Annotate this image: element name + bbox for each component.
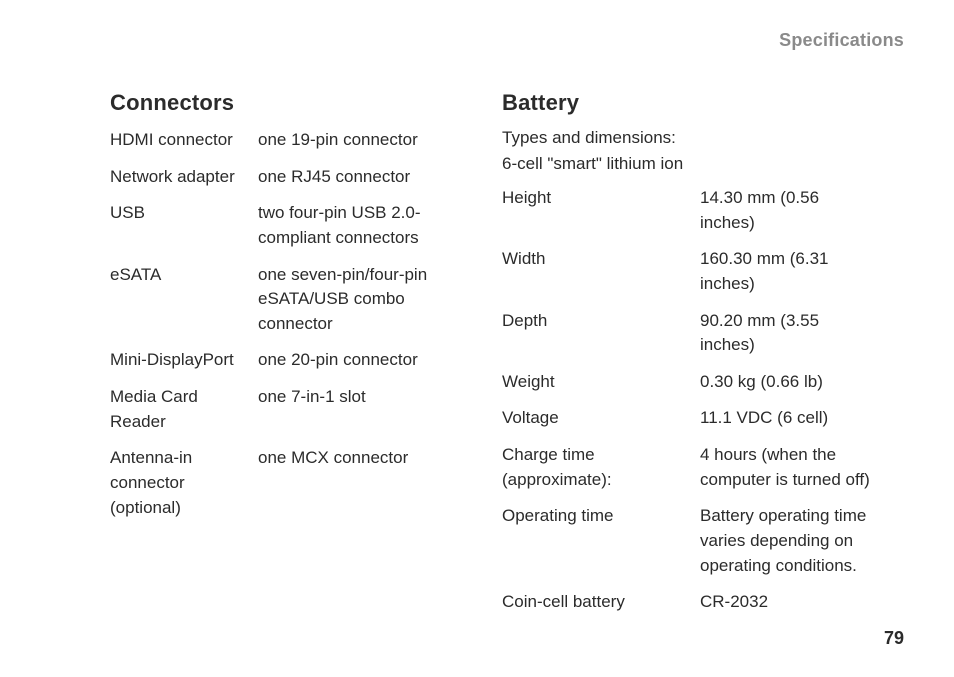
spec-label: Width xyxy=(502,247,700,296)
spec-value: 4 hours (when the computer is turned off… xyxy=(700,443,874,492)
spec-row: HDMI connector one 19-pin connector xyxy=(110,128,447,153)
battery-subline-types-text: Types and dimensions: xyxy=(502,128,676,147)
spec-row: Coin-cell battery CR-2032 xyxy=(502,590,874,615)
spec-row: Mini-DisplayPort one 20-pin connector xyxy=(110,348,447,373)
spec-value: one 7-in-1 slot xyxy=(258,385,366,434)
connectors-heading: Connectors xyxy=(110,90,447,116)
left-column: Connectors HDMI connector one 19-pin con… xyxy=(50,90,477,627)
spec-row: Width 160.30 mm (6.31 inches) xyxy=(502,247,874,296)
page: Specifications Connectors HDMI connector… xyxy=(0,0,954,677)
spec-value: 90.20 mm (3.55 inches) xyxy=(700,309,874,358)
spec-value: one 20-pin connector xyxy=(258,348,418,373)
spec-value: one seven-pin/four-pin eSATA/USB combo c… xyxy=(258,263,447,337)
spec-row: Operating time Battery operating time va… xyxy=(502,504,874,578)
spec-label: Operating time xyxy=(502,504,700,578)
spec-label: Voltage xyxy=(502,406,700,431)
spec-label: Depth xyxy=(502,309,700,358)
spec-label: Media Card Reader xyxy=(110,385,258,434)
spec-value: 11.1 VDC (6 cell) xyxy=(700,406,828,431)
spec-value: 0.30 kg (0.66 lb) xyxy=(700,370,823,395)
spec-row: Height 14.30 mm (0.56 inches) xyxy=(502,186,874,235)
spec-value: one MCX connector xyxy=(258,446,408,520)
page-number: 79 xyxy=(884,628,904,649)
right-column: Battery Types and dimensions: 6-cell "sm… xyxy=(477,90,904,627)
spec-label: eSATA xyxy=(110,263,258,337)
spec-row: Antenna-in connector (optional) one MCX … xyxy=(110,446,447,520)
battery-subline-types: Types and dimensions: xyxy=(502,128,874,148)
spec-row: Network adapter one RJ45 connector xyxy=(110,165,447,190)
spec-value: one 19-pin connector xyxy=(258,128,418,153)
spec-label: Coin-cell battery xyxy=(502,590,700,615)
spec-row: eSATA one seven-pin/four-pin eSATA/USB c… xyxy=(110,263,447,337)
spec-value: 14.30 mm (0.56 inches) xyxy=(700,186,874,235)
spec-value: one RJ45 connector xyxy=(258,165,410,190)
spec-value: Battery operating time varies depending … xyxy=(700,504,874,578)
spec-label: Height xyxy=(502,186,700,235)
battery-heading: Battery xyxy=(502,90,874,116)
spec-label: Antenna-in connector (optional) xyxy=(110,446,258,520)
header-title: Specifications xyxy=(779,30,904,51)
spec-label: Charge time (approximate): xyxy=(502,443,700,492)
columns-container: Connectors HDMI connector one 19-pin con… xyxy=(50,90,904,627)
spec-row: Media Card Reader one 7-in-1 slot xyxy=(110,385,447,434)
spec-value: two four-pin USB 2.0-compliant connector… xyxy=(258,201,447,250)
spec-label: Weight xyxy=(502,370,700,395)
battery-subline-cell: 6-cell "smart" lithium ion xyxy=(502,154,874,174)
spec-label: Mini-DisplayPort xyxy=(110,348,258,373)
spec-value: CR-2032 xyxy=(700,590,768,615)
spec-label: Network adapter xyxy=(110,165,258,190)
spec-label: HDMI connector xyxy=(110,128,258,153)
spec-row: Charge time (approximate): 4 hours (when… xyxy=(502,443,874,492)
spec-value: 160.30 mm (6.31 inches) xyxy=(700,247,874,296)
spec-row: Weight 0.30 kg (0.66 lb) xyxy=(502,370,874,395)
spec-label: USB xyxy=(110,201,258,250)
spec-row: USB two four-pin USB 2.0-compliant conne… xyxy=(110,201,447,250)
spec-row: Depth 90.20 mm (3.55 inches) xyxy=(502,309,874,358)
spec-row: Voltage 11.1 VDC (6 cell) xyxy=(502,406,874,431)
